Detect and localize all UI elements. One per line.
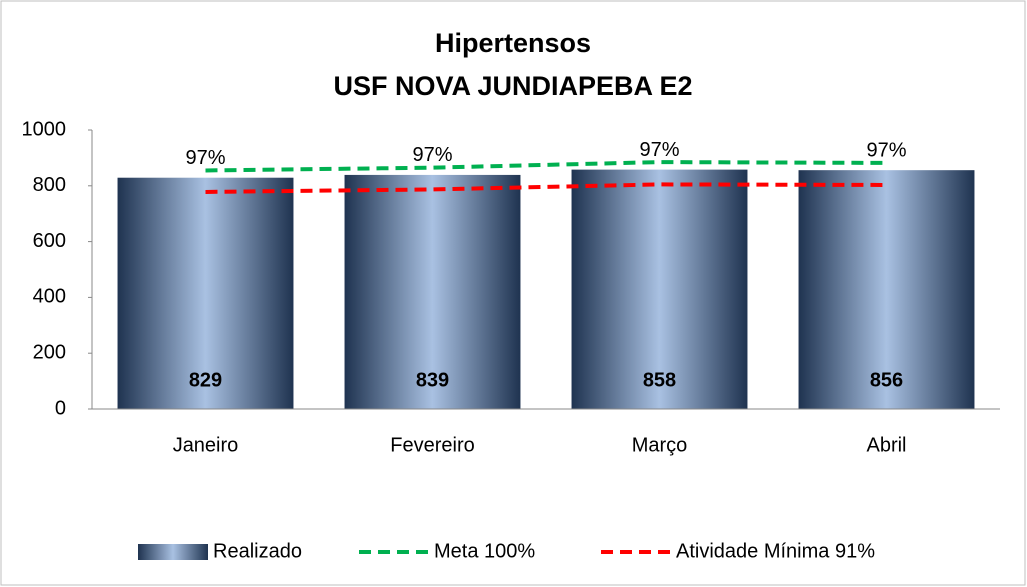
- x-tick-label: Janeiro: [173, 434, 239, 456]
- y-tick-label: 0: [55, 397, 66, 419]
- bar-value-label: 858: [643, 369, 676, 391]
- chart-title: Hipertensos: [435, 28, 591, 58]
- bar-annotation: 97%: [185, 147, 225, 169]
- bar-annotation: 97%: [639, 139, 679, 161]
- bar: [344, 174, 521, 409]
- y-tick-label: 600: [33, 230, 66, 252]
- y-tick-label: 800: [33, 174, 66, 196]
- bar-value-label: 856: [870, 369, 903, 391]
- bar: [117, 177, 294, 409]
- bar-value-label: 839: [416, 369, 449, 391]
- x-tick-label: Fevereiro: [390, 434, 474, 456]
- bar-annotation: 97%: [412, 144, 452, 166]
- bar: [571, 169, 748, 409]
- chart-subtitle: USF NOVA JUNDIAPEBA E2: [333, 71, 692, 101]
- legend-label: Meta 100%: [434, 540, 535, 562]
- bar: [798, 170, 975, 409]
- legend-swatch: [138, 544, 208, 560]
- y-tick-label: 400: [33, 286, 66, 308]
- y-tick-label: 1000: [22, 118, 67, 140]
- y-tick-label: 200: [33, 341, 66, 363]
- x-tick-label: Abril: [866, 434, 906, 456]
- bar-annotation: 97%: [866, 139, 906, 161]
- bar-value-label: 829: [189, 369, 222, 391]
- legend-label: Realizado: [213, 540, 302, 562]
- x-tick-label: Março: [632, 434, 688, 456]
- legend-label: Atividade Mínima 91%: [676, 540, 875, 562]
